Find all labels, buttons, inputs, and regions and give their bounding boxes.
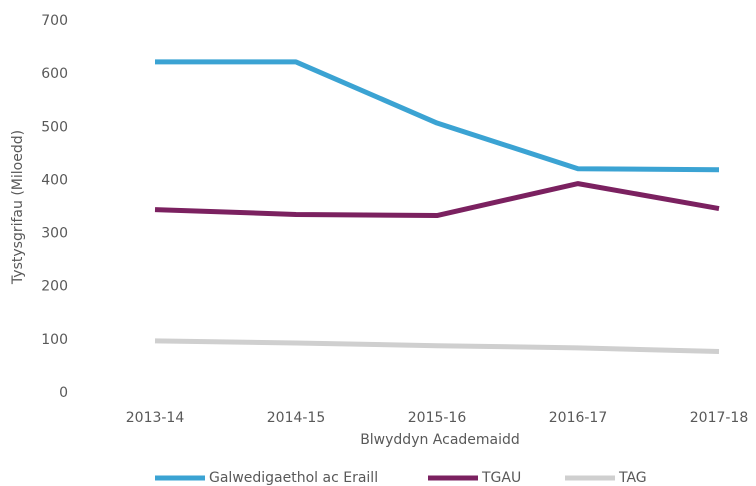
x-tick-label: 2017-18 [690, 410, 749, 426]
y-tick-label: 700 [41, 13, 68, 29]
legend-label: TGAU [481, 470, 521, 486]
line-series [154, 181, 720, 219]
x-tick-label: 2015-16 [408, 410, 467, 426]
legend-label: TAG [618, 470, 647, 486]
line-series [154, 338, 720, 355]
x-tick-label: 2013-14 [126, 410, 185, 426]
y-tick-label: 0 [59, 385, 68, 401]
x-tick-label: 2016-17 [549, 410, 608, 426]
y-axis-label: Tystysgrifau (Miloedd) [10, 130, 26, 285]
x-tick-label: 2014-15 [267, 410, 326, 426]
y-tick-label: 300 [41, 226, 68, 242]
y-tick-label: 500 [41, 119, 68, 135]
y-tick-label: 400 [41, 172, 68, 188]
x-axis-label: Blwyddyn Academaidd [360, 432, 520, 448]
y-tick-label: 600 [41, 66, 68, 82]
legend-label: Galwedigaethol ac Eraill [209, 470, 378, 486]
y-tick-label: 100 [41, 332, 68, 348]
line-series [155, 59, 720, 173]
y-tick-label: 200 [41, 279, 68, 295]
